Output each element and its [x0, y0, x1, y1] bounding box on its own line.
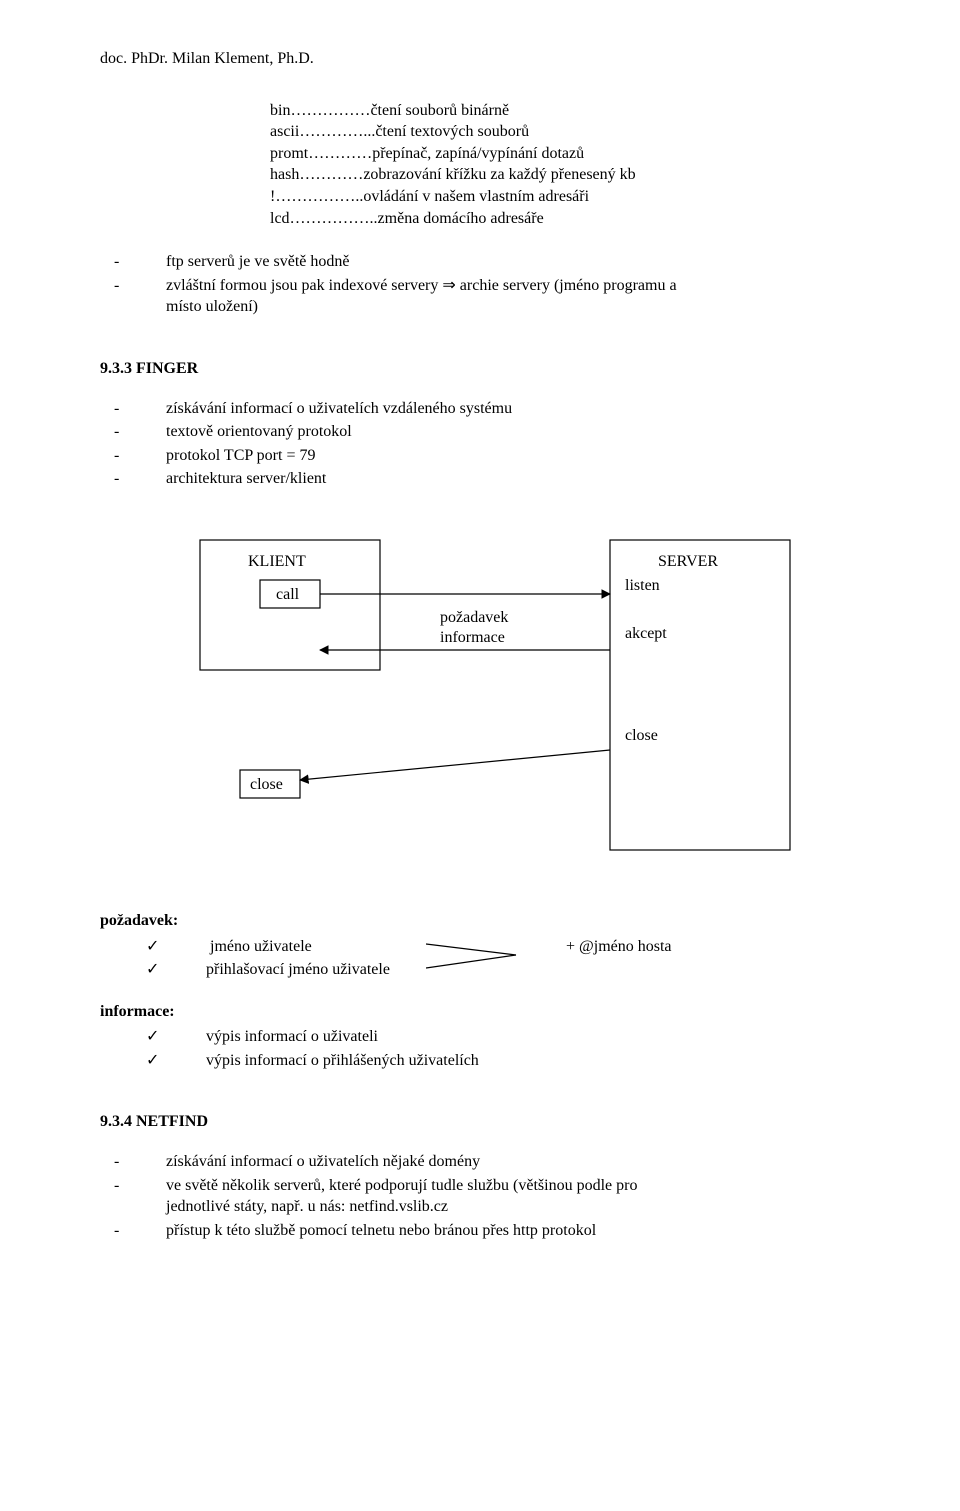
section-933-title: 9.3.3 FINGER [100, 358, 900, 380]
ftp-notes-list: ftp serverů je ve světě hodně zvláštní f… [140, 251, 900, 296]
page-header: doc. PhDr. Milan Klement, Ph.D. [100, 48, 900, 70]
list-item: protokol TCP port = 79 [140, 445, 900, 467]
pozadavek-list: jméno uživatele + @jméno hosta přihlašov… [176, 936, 900, 981]
command-definitions: bin……………čtení souborů binárně ascii………….… [270, 100, 900, 230]
list-item: získávání informací o uživatelích nějaké… [140, 1151, 900, 1173]
pozadavek-item-label: jméno uživatele [210, 938, 312, 955]
list-item: jméno uživatele + @jméno hosta [176, 936, 900, 958]
list-item: přístup k této službě pomocí telnetu neb… [140, 1220, 900, 1242]
svg-text:akcept: akcept [625, 625, 667, 642]
cmd-row: !……………..ovládání v našem vlastním adresá… [270, 186, 900, 208]
list-item: ve světě několik serverů, které podporuj… [140, 1175, 900, 1197]
svg-text:SERVER: SERVER [658, 553, 718, 570]
list-item: výpis informací o uživateli [176, 1026, 900, 1048]
list-item: zvláštní formou jsou pak indexové server… [140, 275, 900, 297]
pozadavek-heading: požadavek: [100, 910, 900, 932]
informace-heading: informace: [100, 1001, 900, 1023]
cmd-row: bin……………čtení souborů binárně [270, 100, 900, 122]
netfind-list-2: přístup k této službě pomocí telnetu neb… [140, 1220, 900, 1242]
svg-text:close: close [625, 727, 658, 744]
netfind-continuation: jednotlivé státy, např. u nás: netfind.v… [166, 1196, 900, 1218]
section-934-title: 9.3.4 NETFIND [100, 1111, 900, 1133]
svg-text:informace: informace [440, 629, 505, 646]
cmd-row: lcd……………..změna domácího adresáře [270, 208, 900, 230]
finger-diagram: KLIENT SERVER call close listen akcept close po… [140, 530, 900, 870]
svg-text:call: call [276, 586, 300, 603]
cmd-row: ascii…………...čtení textových souborů [270, 121, 900, 143]
finger-list: získávání informací o uživatelích vzdále… [140, 398, 900, 490]
list-item: architektura server/klient [140, 468, 900, 490]
list-item: ftp serverů je ve světě hodně [140, 251, 900, 273]
cmd-row: hash…………zobrazování křížku za každý přen… [270, 164, 900, 186]
ftp-continuation: místo uložení) [166, 296, 900, 318]
cmd-row: promt…………přepínač, zapíná/vypínání dotaz… [270, 143, 900, 165]
svg-text:listen: listen [625, 577, 660, 594]
netfind-list: získávání informací o uživatelích nějaké… [140, 1151, 900, 1196]
svg-text:KLIENT: KLIENT [248, 553, 306, 570]
hosta-suffix: + @jméno hosta [596, 936, 672, 958]
list-item: textově orientovaný protokol [140, 421, 900, 443]
list-item: získávání informací o uživatelích vzdále… [140, 398, 900, 420]
svg-text:close: close [250, 776, 283, 793]
svg-text:požadavek: požadavek [440, 609, 508, 626]
list-item: přihlašovací jméno uživatele [176, 959, 900, 981]
bracket-icon [426, 940, 536, 974]
list-item: výpis informací o přihlášených uživatelí… [176, 1050, 900, 1072]
informace-list: výpis informací o uživateli výpis inform… [176, 1026, 900, 1071]
